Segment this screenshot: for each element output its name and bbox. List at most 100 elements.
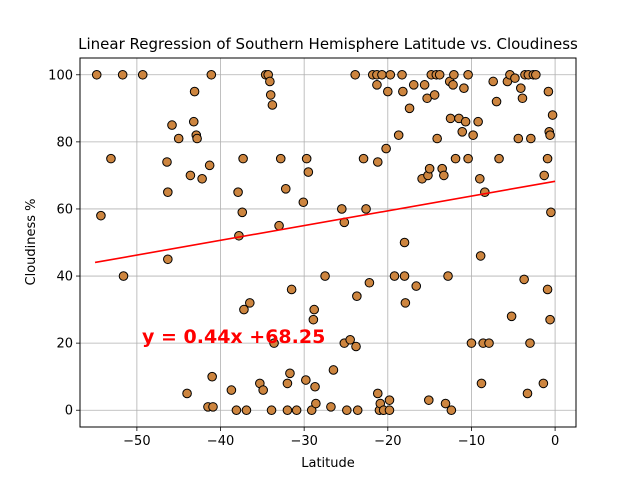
data-point (285, 368, 295, 379)
chart-title: Linear Regression of Southern Hemisphere… (78, 35, 578, 53)
data-point (137, 69, 148, 80)
data-point (358, 153, 369, 164)
data-point (275, 153, 286, 164)
x-tick-label: 0 (551, 434, 559, 449)
data-point (163, 254, 173, 265)
data-point (117, 69, 128, 80)
plot-area-frame (79, 57, 577, 428)
regression-line-group (94, 180, 556, 264)
data-point (207, 371, 217, 382)
data-point (510, 73, 520, 83)
data-point (118, 271, 129, 281)
data-point (468, 130, 478, 140)
data-point (310, 381, 320, 392)
data-point (448, 80, 458, 90)
data-point (345, 334, 355, 345)
x-axis-label: Latitude (301, 456, 355, 471)
data-point (306, 405, 317, 416)
data-point (459, 83, 469, 93)
data-point (463, 69, 473, 80)
data-point (226, 385, 237, 395)
data-point (106, 153, 116, 164)
regression-equation: y = 0.44x +68.25 (142, 326, 325, 348)
data-point (298, 197, 309, 208)
grid-lines (80, 58, 576, 427)
y-axis-label: Cloudiness % (24, 198, 39, 285)
data-point (475, 251, 486, 261)
data-point (188, 116, 199, 127)
data-point (494, 153, 504, 164)
data-point (328, 365, 339, 375)
data-point (440, 398, 451, 409)
data-point (239, 304, 249, 315)
data-point (543, 86, 554, 97)
data-point (399, 271, 410, 281)
data-point (352, 291, 362, 301)
y-tick-label: 100 (48, 68, 73, 83)
data-point (517, 93, 528, 104)
data-point (208, 402, 218, 412)
data-point (303, 167, 314, 177)
data-point (291, 405, 302, 416)
data-point (445, 113, 456, 124)
data-point (423, 395, 434, 405)
data-point (377, 69, 387, 80)
data-point (320, 271, 330, 281)
data-point (484, 338, 494, 348)
data-point (206, 69, 217, 80)
data-point (351, 341, 361, 352)
data-point (182, 388, 192, 399)
data-point (450, 153, 461, 164)
data-point (258, 385, 268, 395)
data-point (460, 116, 471, 127)
data-point (308, 314, 319, 325)
data-point (506, 311, 517, 322)
data-point (167, 120, 177, 130)
x-axis-ticks: −50 −40 −30 −20 −10 0 (123, 427, 559, 449)
data-point (424, 163, 435, 174)
data-point (162, 157, 172, 167)
data-point (383, 86, 393, 97)
x-tick-label: −20 (374, 434, 401, 449)
data-point (526, 133, 536, 144)
data-point (342, 405, 352, 416)
y-tick-label: 0 (65, 404, 73, 419)
x-tick-label: −10 (458, 434, 485, 449)
data-point (204, 160, 215, 171)
data-point (432, 133, 442, 144)
data-point (266, 405, 277, 416)
data-point (265, 76, 275, 87)
data-point (547, 110, 558, 120)
data-point (545, 130, 555, 140)
data-point (519, 274, 529, 285)
data-point (189, 86, 200, 97)
data-point (372, 157, 383, 167)
data-point (280, 184, 291, 194)
data-point (513, 133, 524, 144)
data-point (269, 338, 279, 348)
data-point (385, 69, 396, 80)
data-point (400, 298, 411, 308)
y-tick-label: 60 (56, 202, 73, 217)
data-point (446, 405, 457, 416)
data-point (384, 395, 395, 405)
data-point (326, 402, 336, 412)
data-point (546, 207, 556, 218)
data-point (538, 378, 549, 389)
y-axis-ticks: 0 20 40 60 80 100 (48, 68, 80, 419)
data-point (364, 277, 375, 288)
data-point (231, 405, 242, 416)
data-point (404, 103, 415, 114)
data-point (411, 281, 422, 291)
data-point (237, 207, 248, 218)
data-point (233, 187, 243, 197)
data-point (434, 69, 445, 80)
data-point (96, 210, 106, 221)
data-point (515, 83, 526, 93)
data-point (173, 133, 184, 144)
data-point (397, 69, 407, 80)
data-point (282, 378, 293, 389)
data-point (163, 187, 173, 197)
data-point (457, 127, 468, 137)
